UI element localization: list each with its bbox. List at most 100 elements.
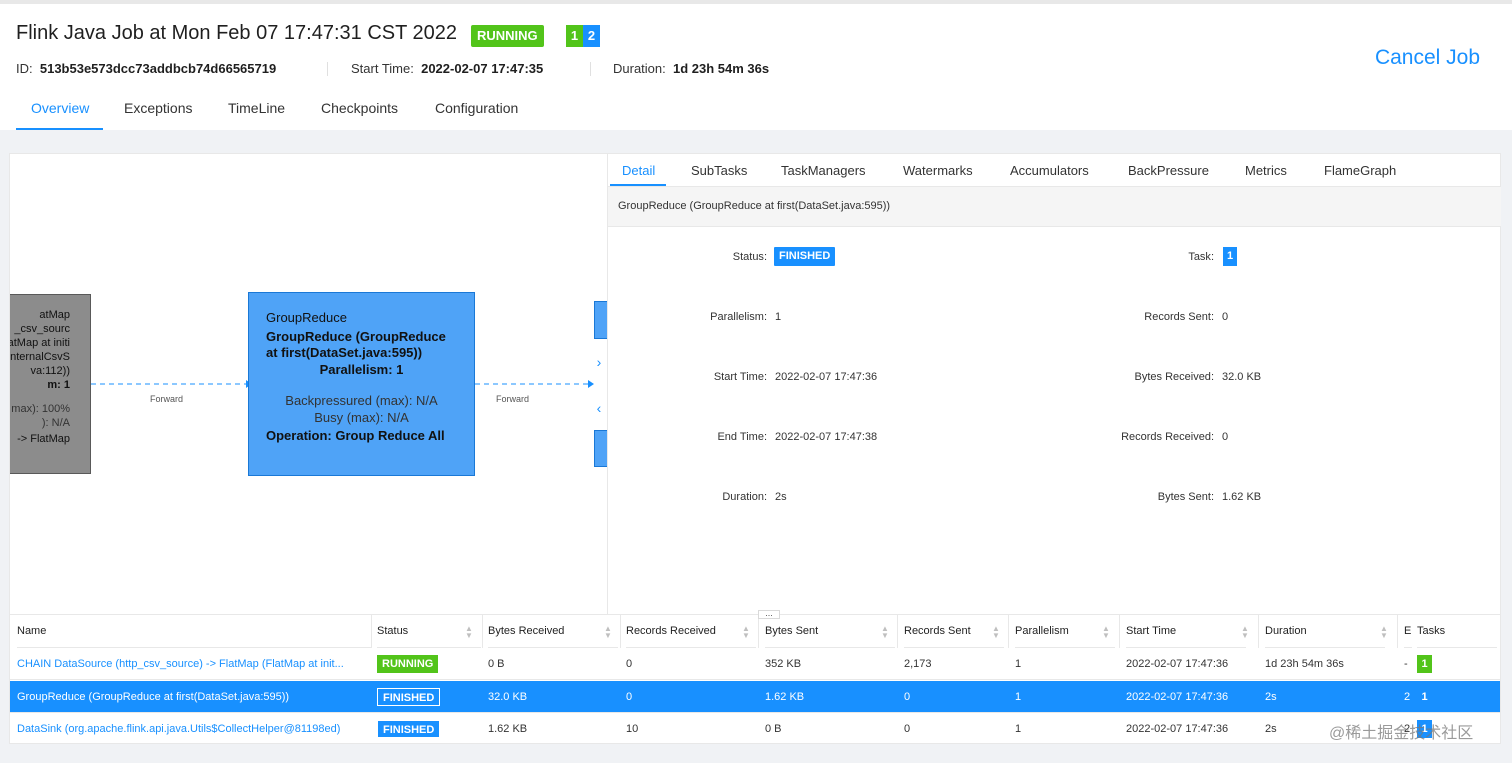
- graph-node-groupreduce[interactable]: GroupReduce GroupReduce (GroupReduce at …: [248, 292, 475, 476]
- node-text: atMap at initi: [9, 337, 70, 349]
- detail-label-task: Task:: [1188, 251, 1214, 263]
- tab-backpressure[interactable]: BackPressure: [1128, 163, 1209, 178]
- node-text: atMap: [39, 309, 70, 321]
- detail-label-records-received: Records Received:: [1121, 431, 1214, 443]
- job-start-time: Start Time: 2022-02-07 17:47:35: [351, 61, 544, 76]
- panel-resize-handle[interactable]: ...: [758, 609, 780, 619]
- tab-flamegraph[interactable]: FlameGraph: [1324, 163, 1397, 178]
- detail-label-parallelism: Parallelism:: [710, 311, 767, 323]
- row-name[interactable]: GroupReduce (GroupReduce at first(DataSe…: [17, 691, 290, 703]
- node-operation: Operation: Group Reduce All: [266, 428, 445, 443]
- task-count-running: 1: [566, 25, 583, 47]
- chevron-left-icon[interactable]: ‹: [591, 388, 607, 428]
- table-row-selected[interactable]: GroupReduce (GroupReduce at first(DataSe…: [10, 681, 1500, 713]
- row-duration: 1d 23h 54m 36s: [1265, 658, 1344, 670]
- node-parallelism: m: 1: [47, 379, 70, 391]
- sort-icon[interactable]: ▲ ▼: [881, 624, 889, 640]
- chevron-right-icon[interactable]: ›: [591, 342, 607, 382]
- active-tab-indicator: [16, 128, 103, 130]
- column-header-start-time[interactable]: Start Time: [1126, 615, 1246, 648]
- top-border: [0, 0, 1512, 4]
- job-title: Flink Java Job at Mon Feb 07 17:47:31 CS…: [16, 22, 458, 44]
- column-header-duration[interactable]: Duration: [1265, 615, 1385, 648]
- table-row[interactable]: DataSink (org.apache.flink.api.java.Util…: [10, 713, 1500, 743]
- graph-node-sink[interactable]: [594, 301, 607, 339]
- detail-value-bytes-sent: 1.62 KB: [1222, 491, 1262, 503]
- node-description: GroupReduce (GroupReduce: [266, 329, 446, 344]
- column-header-parallelism[interactable]: Parallelism: [1015, 615, 1115, 648]
- cancel-job-button[interactable]: Cancel Job: [1374, 46, 1480, 69]
- tab-checkpoints[interactable]: Checkpoints: [321, 100, 399, 116]
- sort-icon[interactable]: ▲ ▼: [742, 624, 750, 640]
- column-divider: [1397, 615, 1398, 648]
- column-divider: [758, 615, 759, 648]
- tab-exceptions[interactable]: Exceptions: [124, 100, 193, 116]
- edge-arrow: [588, 380, 594, 388]
- sort-icon[interactable]: ▲ ▼: [604, 624, 612, 640]
- row-start-time: 2022-02-07 17:47:36: [1126, 658, 1229, 670]
- tab-overview[interactable]: Overview: [31, 100, 90, 116]
- detail-label-status: Status:: [732, 251, 767, 263]
- tab-accumulators[interactable]: Accumulators: [1010, 163, 1089, 178]
- sort-icon[interactable]: ▲ ▼: [992, 624, 1000, 640]
- node-description: at first(DataSet.java:595)): [266, 345, 423, 360]
- node-text: max): 100%: [11, 403, 70, 415]
- row-parallelism: 1: [1015, 723, 1022, 735]
- sort-icon[interactable]: ▲ ▼: [1241, 624, 1249, 640]
- row-bytes-received: 1.62 KB: [488, 723, 528, 735]
- sort-icon[interactable]: ▲ ▼: [1380, 624, 1388, 640]
- row-status-badge: FINISHED: [377, 720, 441, 738]
- row-records-sent: 0: [904, 723, 911, 735]
- row-name[interactable]: DataSink (org.apache.flink.api.java.Util…: [17, 723, 341, 735]
- column-header-status[interactable]: Status: [377, 615, 481, 648]
- row-tasks-badge: 1: [1417, 688, 1432, 706]
- node-name: GroupReduce: [266, 310, 347, 325]
- row-tasks-badge: 1: [1417, 720, 1432, 738]
- row-duration: 2s: [1265, 723, 1277, 735]
- row-name[interactable]: CHAIN DataSource (http_csv_source) -> Fl…: [17, 658, 344, 670]
- graph-node-source[interactable]: atMap _csv_sourc atMap at initi internal…: [9, 294, 91, 474]
- job-id: ID: 513b53e573dcc73addbcb74d66565719: [16, 61, 277, 76]
- row-records-received: 10: [626, 723, 639, 735]
- tab-timeline[interactable]: TimeLine: [228, 100, 286, 116]
- row-records-sent: 2,173: [904, 658, 932, 670]
- tab-configuration[interactable]: Configuration: [435, 100, 519, 116]
- watermark: @稀土掘金技术社区: [1329, 725, 1474, 742]
- column-header-bytes-received[interactable]: Bytes Received: [488, 615, 618, 648]
- row-status-badge: FINISHED: [377, 688, 441, 706]
- tab-subtasks[interactable]: SubTasks: [691, 163, 748, 178]
- detail-value-records-received: 0: [1222, 431, 1229, 443]
- column-header-end-time[interactable]: E: [1404, 615, 1412, 648]
- detail-label-duration: Duration:: [722, 491, 767, 503]
- node-text: va:112)): [30, 365, 70, 377]
- divider: [327, 62, 328, 76]
- tab-metrics[interactable]: Metrics: [1245, 163, 1287, 178]
- row-end-time: -: [1404, 658, 1408, 670]
- column-header-records-sent[interactable]: Records Sent: [904, 615, 1004, 648]
- table-row[interactable]: CHAIN DataSource (http_csv_source) -> Fl…: [10, 648, 1500, 680]
- column-header-tasks[interactable]: Tasks: [1417, 615, 1497, 648]
- detail-value-start-time: 2022-02-07 17:47:36: [775, 371, 878, 383]
- sort-icon[interactable]: ▲ ▼: [465, 624, 473, 640]
- job-graph[interactable]: atMap _csv_sourc atMap at initi internal…: [9, 153, 607, 614]
- row-bytes-received: 32.0 KB: [488, 691, 528, 703]
- row-parallelism: 1: [1015, 691, 1022, 703]
- graph-node-sink[interactable]: [594, 430, 607, 467]
- sort-icon[interactable]: ▲ ▼: [1102, 624, 1110, 640]
- column-header-bytes-sent[interactable]: Bytes Sent: [765, 615, 895, 648]
- job-duration: Duration: 1d 23h 54m 36s: [613, 61, 770, 76]
- tab-detail[interactable]: Detail: [622, 163, 656, 178]
- column-header-name[interactable]: Name: [17, 615, 372, 648]
- row-duration: 2s: [1265, 691, 1277, 703]
- job-header: Flink Java Job at Mon Feb 07 17:47:31 CS…: [0, 4, 1512, 130]
- column-header-records-received[interactable]: Records Received: [626, 615, 756, 648]
- column-divider: [1258, 615, 1259, 648]
- node-text: _csv_sourc: [14, 323, 70, 335]
- node-backpressured: Backpressured (max): N/A: [285, 393, 438, 408]
- detail-task-badge: 1: [1223, 247, 1237, 266]
- column-divider: [1008, 615, 1009, 648]
- tab-watermarks[interactable]: Watermarks: [903, 163, 973, 178]
- column-divider: [897, 615, 898, 648]
- tab-taskmanagers[interactable]: TaskManagers: [781, 163, 866, 178]
- row-bytes-sent: 0 B: [765, 723, 782, 735]
